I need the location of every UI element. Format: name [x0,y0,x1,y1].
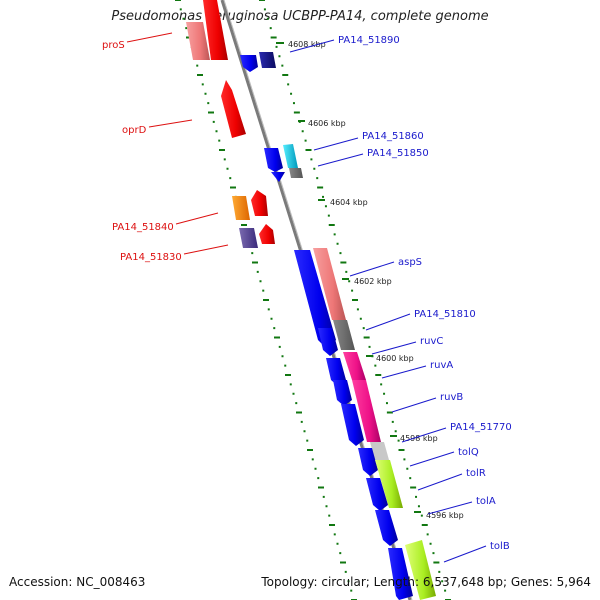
leader-line [126,32,173,43]
inner-tick-track [259,0,451,600]
label-pa14-51830[interactable]: PA14_51830 [120,252,182,263]
gene-tolb[interactable] [405,540,436,600]
gene-ruva[interactable] [326,358,346,386]
scale-label-4598: 4598 kbp [400,434,438,443]
right-gene-labels: PA14_51890 PA14_51860 PA14_51850 aspS PA… [289,35,512,563]
gene-pa14-51850[interactable] [283,144,298,168]
leader-line [409,451,455,467]
gene-pa14-51830[interactable] [259,224,275,244]
gene-pa14-51860-small[interactable] [271,172,285,182]
gene-tolb-blue[interactable] [388,548,413,600]
label-pa14-51810[interactable]: PA14_51810 [414,309,476,320]
leader-line [401,427,447,443]
leader-line [381,365,427,379]
label-tolq[interactable]: tolQ [458,447,479,458]
leader-line [175,212,219,225]
gene-ruvb[interactable] [333,380,352,406]
leader-line [183,244,229,255]
accession-text: Accession: NC_008463 [9,575,146,589]
leader-line [313,137,359,151]
label-tola[interactable]: tolA [476,496,496,507]
scale-label-4604: 4604 kbp [330,198,368,207]
gene-pa14-51850-gray[interactable] [289,168,303,178]
gene-pa14-51810[interactable] [294,250,336,350]
label-oprd[interactable]: oprD [122,125,147,136]
label-pros[interactable]: proS [102,40,125,51]
scale-label-4596: 4596 kbp [426,511,464,520]
leader-line [365,313,411,331]
gene-pa14-51890-a[interactable] [240,55,258,72]
gene-ruvb-blue[interactable] [341,404,364,446]
left-gene-labels: proS oprD PA14_51840 PA14_51830 [102,32,229,263]
leader-line [349,261,395,277]
label-ruvc[interactable]: ruvC [420,336,443,347]
leader-line [443,545,487,563]
reverse-strand-genes [186,0,346,320]
gene-pros-segment-b[interactable] [203,0,228,60]
leader-line [148,119,193,128]
scale-labels: 4608 kbp 4606 kbp 4604 kbp 4602 kbp 4600… [276,40,464,520]
gene-pa14-51890-b[interactable] [259,52,276,68]
scale-label-4600: 4600 kbp [376,354,414,363]
label-ruvb[interactable]: ruvB [440,392,463,403]
label-tolb[interactable]: tolB [490,541,510,552]
label-ruva[interactable]: ruvA [430,360,453,371]
label-pa14-51850[interactable]: PA14_51850 [367,148,429,159]
leader-line [391,397,437,413]
gene-pa14-51840[interactable] [251,190,268,216]
forward-strand-genes [240,52,436,600]
gene-ruva-magenta[interactable] [343,352,366,380]
label-pa14-51840[interactable]: PA14_51840 [112,222,174,233]
leader-line [317,153,364,167]
gene-ruvc[interactable] [318,328,338,356]
scale-label-4608: 4608 kbp [288,40,326,49]
gene-asps[interactable] [313,248,346,320]
gene-oprd[interactable] [221,80,246,138]
leader-line [417,473,463,491]
label-asps[interactable]: aspS [398,257,422,268]
gene-tolq[interactable] [375,460,403,508]
gene-pa14-51860[interactable] [264,148,283,172]
leader-line [289,39,335,53]
label-pa14-51860[interactable]: PA14_51860 [362,131,424,142]
gene-ruvb-magenta[interactable] [352,380,381,442]
label-tolr[interactable]: tolR [466,468,486,479]
leader-line [371,341,417,355]
gene-tolq-blue[interactable] [358,448,378,476]
gene-pa14-51830-purple[interactable] [239,228,258,248]
gene-tola[interactable] [375,510,398,546]
gene-pros-segment-a[interactable] [186,22,210,60]
gene-tolr[interactable] [366,478,388,511]
label-pa14-51770[interactable]: PA14_51770 [450,422,512,433]
gene-pa14-51840-orange[interactable] [232,196,250,220]
leader-line [427,501,473,515]
gene-pa14-51770[interactable] [370,442,389,460]
scale-label-4606: 4606 kbp [308,119,346,128]
gene-pa14-51810-gray[interactable] [333,320,355,350]
label-pa14-51890[interactable]: PA14_51890 [338,35,400,46]
genome-stats-text: Topology: circular; Length: 6,537,648 bp… [261,575,591,589]
scale-label-4602: 4602 kbp [354,277,392,286]
